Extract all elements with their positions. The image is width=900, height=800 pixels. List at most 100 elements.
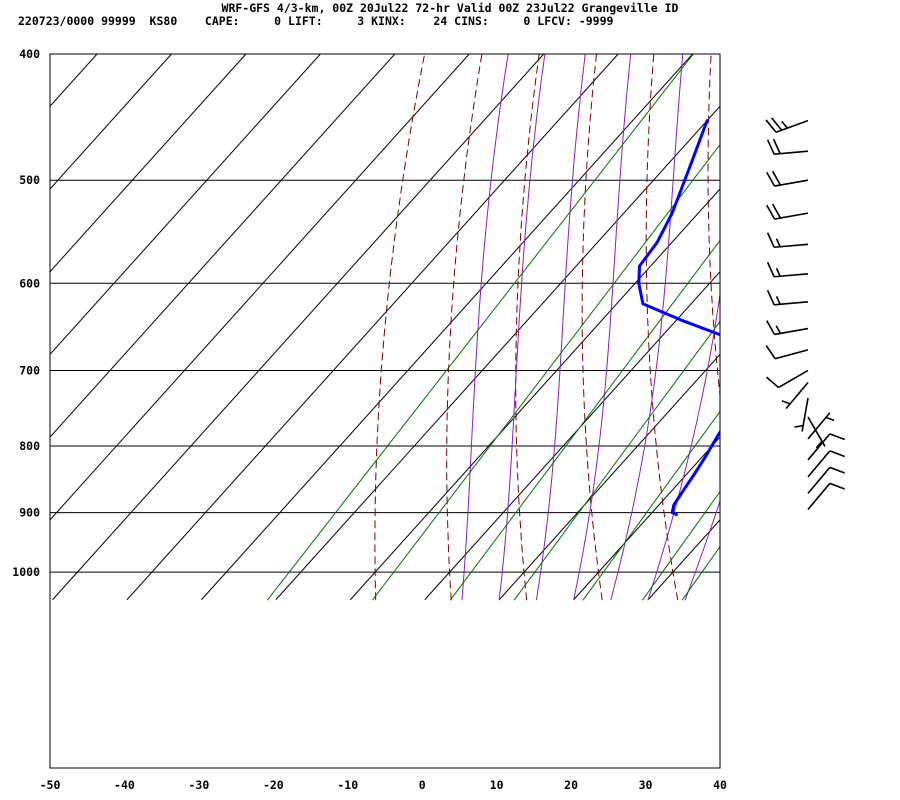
moist-adiabat bbox=[535, 54, 586, 601]
isotherm bbox=[201, 54, 693, 601]
x-tick-label: -10 bbox=[337, 778, 358, 792]
sounding-profiles bbox=[637, 119, 861, 516]
mixing-ratio-line bbox=[786, 54, 900, 600]
x-tick-label: 40 bbox=[713, 778, 727, 792]
wind-barb bbox=[765, 369, 809, 389]
mixing-ratio-line bbox=[267, 54, 694, 601]
isotherm bbox=[52, 54, 545, 601]
wind-barbs bbox=[765, 117, 846, 510]
barb-staff bbox=[774, 349, 809, 360]
isotherm bbox=[50, 54, 470, 521]
dry-adiabat bbox=[645, 54, 679, 601]
isotherm bbox=[573, 436, 720, 601]
mixing-ratio-line bbox=[372, 143, 720, 601]
dewpoint-profile bbox=[637, 119, 720, 516]
barb-feather bbox=[829, 450, 846, 458]
sounding-indices: 220723/0000 99999 KS80 CAPE: 0 LIFT: 3 K… bbox=[18, 14, 614, 28]
wind-barb bbox=[766, 320, 809, 336]
wind-barb bbox=[807, 466, 846, 494]
moist-adiabat bbox=[871, 54, 900, 600]
wind-barb bbox=[766, 203, 809, 220]
barb-feather bbox=[794, 424, 804, 428]
barb-staff bbox=[807, 450, 831, 478]
isotherm bbox=[275, 105, 720, 601]
x-tick-label: 10 bbox=[490, 778, 504, 792]
y-tick-label: 700 bbox=[19, 363, 40, 377]
barb-feather bbox=[775, 325, 782, 334]
barb-feather bbox=[775, 295, 781, 305]
wind-barb bbox=[765, 345, 809, 360]
temperature-profile bbox=[804, 123, 861, 514]
x-tick-label: -40 bbox=[114, 778, 135, 792]
moist-adiabat bbox=[573, 54, 632, 601]
x-tick-label: -30 bbox=[188, 778, 209, 792]
wind-barb bbox=[807, 482, 846, 510]
axis-ticks: 400 500 600 700 800 900 1000 -50 -40 -30 -20 -10 0 10… bbox=[12, 47, 727, 792]
barb-feather bbox=[765, 376, 780, 389]
barb-feather bbox=[775, 267, 781, 277]
barb-staff bbox=[778, 369, 809, 389]
barb-staff bbox=[801, 397, 809, 432]
wind-barb bbox=[766, 138, 809, 155]
barb-feather bbox=[771, 203, 782, 219]
dry-adiabat bbox=[883, 54, 900, 600]
moist-adiabat bbox=[797, 54, 900, 600]
mixing-ratio-line bbox=[822, 54, 900, 600]
wind-barb bbox=[766, 232, 809, 249]
barb-staff bbox=[807, 482, 831, 510]
barb-feather bbox=[771, 170, 782, 186]
moist-adiabat bbox=[834, 54, 900, 600]
mixing-ratio-line bbox=[850, 54, 900, 600]
wind-barb bbox=[781, 381, 809, 410]
mixing-ratio-line bbox=[642, 490, 720, 601]
dry-adiabat bbox=[707, 54, 720, 401]
moist-adiabat bbox=[461, 54, 509, 601]
isotherm bbox=[871, 54, 900, 600]
isotherm bbox=[424, 270, 720, 601]
mixing-ratio-line bbox=[582, 410, 720, 601]
plot-frame bbox=[49, 53, 721, 769]
mixing-ratio-line bbox=[450, 239, 720, 601]
wind-barb bbox=[766, 170, 809, 187]
barb-staff bbox=[807, 433, 831, 461]
moist-adiabat bbox=[684, 499, 720, 601]
barb-staff bbox=[785, 381, 809, 410]
y-tick-label: 800 bbox=[19, 439, 40, 453]
y-tick-label: 600 bbox=[19, 276, 40, 290]
wind-barb bbox=[766, 261, 809, 278]
x-tick-label: -20 bbox=[263, 778, 284, 792]
isotherm bbox=[50, 54, 98, 108]
dry-adiabat bbox=[374, 54, 426, 601]
barb-feather bbox=[765, 119, 777, 133]
barb-feather bbox=[829, 482, 846, 490]
moist-adiabat bbox=[760, 54, 900, 600]
barb-feather bbox=[829, 433, 846, 441]
x-tick-label: 20 bbox=[564, 778, 578, 792]
isotherm bbox=[50, 54, 172, 190]
y-tick-label: 900 bbox=[19, 506, 40, 520]
barb-feather bbox=[781, 400, 791, 405]
barb-feather bbox=[815, 440, 823, 449]
barb-feather bbox=[766, 171, 776, 187]
barb-feather bbox=[766, 232, 775, 248]
isotherm bbox=[349, 188, 720, 601]
barb-staff bbox=[807, 466, 831, 494]
wind-barb bbox=[794, 397, 809, 432]
barb-feather bbox=[766, 139, 775, 155]
x-tick-label: 0 bbox=[419, 778, 426, 792]
moist-adiabat bbox=[610, 54, 684, 601]
dry-adiabat bbox=[581, 54, 603, 601]
barb-feather bbox=[766, 289, 775, 306]
isotherm bbox=[50, 54, 396, 438]
barb-feather bbox=[766, 320, 776, 335]
wind-barb bbox=[807, 416, 826, 449]
wind-barb bbox=[766, 289, 809, 306]
isotherm bbox=[50, 54, 321, 356]
wind-barb bbox=[807, 412, 835, 440]
barb-feather bbox=[781, 120, 788, 129]
barb-staff bbox=[775, 119, 809, 133]
x-tick-label: 30 bbox=[639, 778, 653, 792]
barb-feather bbox=[825, 416, 835, 422]
isotherm bbox=[50, 54, 247, 273]
